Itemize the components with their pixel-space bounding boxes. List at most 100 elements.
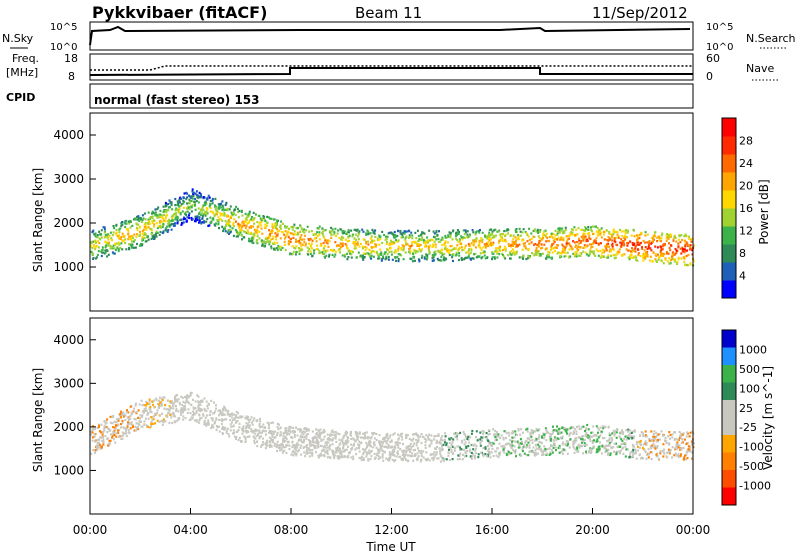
- power-cell: [214, 213, 217, 216]
- power-cell: [437, 240, 440, 244]
- velocity-cell: [435, 439, 438, 442]
- power-cell: [449, 249, 452, 252]
- power-cell: [535, 230, 538, 233]
- power-cell: [535, 251, 537, 255]
- power-cell: [257, 225, 260, 228]
- noise-search-label: N.Search: [746, 32, 796, 45]
- power-cell: [274, 226, 277, 230]
- velocity-cell: [190, 403, 193, 407]
- velocity-cell: [550, 449, 553, 452]
- velocity-cell: [143, 420, 146, 423]
- power-cell: [455, 251, 458, 254]
- velocity-cell: [448, 441, 451, 444]
- velocity-cell: [96, 448, 99, 451]
- power-cell: [486, 244, 489, 247]
- velocity-cell: [377, 457, 380, 460]
- velocity-cell: [355, 447, 358, 450]
- power-cell: [501, 252, 504, 255]
- power-cell: [162, 222, 165, 225]
- velocity-cell: [340, 454, 343, 457]
- velocity-cell: [372, 446, 375, 449]
- power-cell: [414, 231, 417, 234]
- power-cell: [158, 220, 161, 223]
- velocity-cell: [113, 429, 116, 432]
- velocity-cell: [160, 397, 163, 400]
- velocity-cell: [596, 448, 599, 451]
- velocity-cell: [300, 440, 303, 444]
- power-cell: [448, 251, 451, 254]
- power-cell: [137, 215, 140, 218]
- power-cell: [94, 257, 97, 260]
- power-cell: [376, 250, 378, 254]
- velocity-cell: [532, 446, 535, 449]
- velocity-cell: [510, 447, 513, 450]
- power-cell: [560, 229, 563, 232]
- velocity-cell: [307, 439, 310, 442]
- power-cell: [397, 260, 400, 263]
- velocity-cell: [292, 449, 295, 453]
- power-cell: [437, 249, 440, 252]
- velocity-cell: [166, 415, 169, 418]
- velocity-cell: [362, 457, 365, 460]
- velocity-cell: [285, 427, 288, 430]
- velocity-cell: [643, 449, 646, 452]
- power-cell: [404, 238, 407, 241]
- power-cell: [563, 255, 566, 258]
- velocity-cell: [333, 456, 336, 460]
- velocity-cell: [566, 432, 569, 435]
- velocity-cell: [189, 411, 192, 415]
- power-cell: [149, 228, 152, 231]
- power-cell: [108, 235, 111, 238]
- velocity-cell: [354, 439, 357, 442]
- velocity-cell: [413, 453, 416, 457]
- velocity-cell: [642, 433, 645, 436]
- power-cell: [264, 242, 267, 245]
- velocity-cell: [202, 413, 205, 416]
- power-cell: [484, 246, 487, 249]
- velocity-cell: [295, 454, 298, 457]
- velocity-cell: [272, 421, 274, 424]
- power-cell: [489, 243, 492, 246]
- power-cell: [582, 250, 585, 253]
- power-cell: [401, 244, 404, 247]
- power-cell: [616, 230, 619, 233]
- velocity-cell: [598, 441, 601, 444]
- power-cell: [605, 249, 608, 252]
- power-cell: [315, 236, 318, 240]
- power-cell: [266, 224, 269, 227]
- velocity-cell: [577, 450, 580, 453]
- velocity-cell: [450, 448, 453, 451]
- power-cell: [623, 253, 626, 256]
- power-cell: [218, 207, 221, 210]
- velocity-cell: [457, 454, 460, 457]
- velocity-cell: [434, 454, 437, 457]
- velocity-cell: [573, 431, 576, 435]
- velocity-cell: [578, 425, 581, 428]
- velocity-cell: [371, 433, 374, 436]
- power-cell: [367, 233, 370, 236]
- power-cell: [548, 251, 551, 254]
- velocity-cell: [98, 425, 100, 429]
- velocity-cell: [318, 436, 321, 439]
- velocity-cell: [338, 443, 341, 446]
- velocity-cell: [364, 449, 367, 452]
- velocity-cell: [470, 451, 473, 454]
- power-cell: [511, 248, 514, 251]
- velocity-cell: [193, 407, 195, 410]
- velocity-cell: [355, 434, 358, 437]
- power-cell: [118, 243, 121, 246]
- power-cell: [355, 256, 358, 259]
- velocity-cell: [566, 428, 569, 431]
- velocity-cell: [300, 438, 303, 441]
- velocity-cell: [333, 453, 336, 456]
- power-cell: [481, 255, 484, 259]
- power-cell: [621, 240, 624, 243]
- power-cell: [120, 242, 123, 245]
- power-cell: [93, 233, 96, 236]
- power-cell: [201, 215, 204, 218]
- power-cell: [201, 211, 204, 214]
- velocity-cell: [270, 437, 273, 440]
- velocity-cell: [399, 448, 402, 451]
- power-cell: [437, 237, 440, 241]
- velocity-cell: [161, 412, 164, 415]
